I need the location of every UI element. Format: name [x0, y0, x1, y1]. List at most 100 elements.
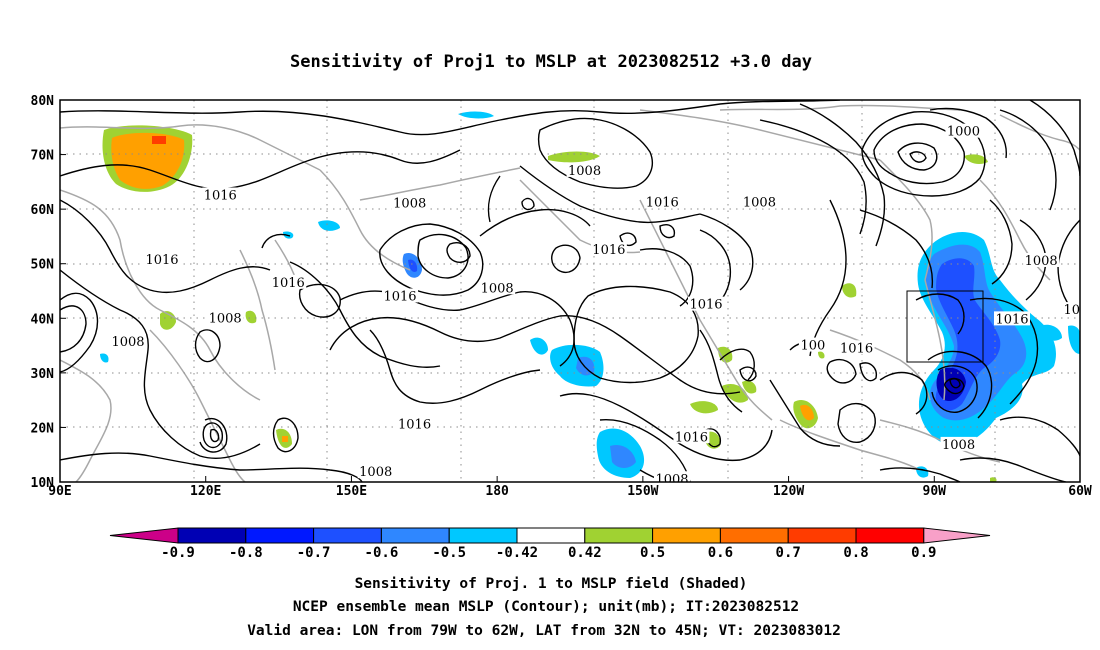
map-panel: 1016 1016 1016 1008 1008 1008 1008 1016 1008 1016… — [31, 94, 1096, 499]
contour-label: 1016 — [995, 312, 1028, 327]
shade-red-spot-siberia — [152, 136, 166, 144]
contour-label: 1016 — [840, 341, 873, 356]
lat-tick-label: 70N — [31, 149, 55, 164]
contour-label: 1016 — [145, 253, 178, 268]
shade-green-tiny — [818, 351, 825, 359]
colorbar-swatch — [787, 527, 857, 544]
contour-label-bg — [945, 123, 982, 138]
shade-green-small1 — [245, 310, 257, 324]
contour-labels: 1016 1016 1016 1008 1008 1008 1008 1016 1008 1016… — [110, 123, 1096, 487]
contour-label: 1016 — [204, 189, 237, 204]
contour-label: 1016 — [383, 289, 416, 304]
lon-tick-label: 180 — [485, 484, 509, 499]
contour-label-bg — [590, 242, 627, 257]
contour-label-bg — [994, 311, 1030, 326]
colorbar-label: -0.8 — [229, 545, 263, 561]
colorbar-swatch — [245, 527, 315, 544]
lon-tick-label: 90E — [48, 484, 71, 499]
shade-orange-siberia — [111, 132, 185, 189]
lat-tick-label: 60N — [31, 203, 55, 218]
shade-blue-pacific1 — [530, 337, 548, 355]
shade-green-canada — [964, 154, 988, 164]
colorbar-label: -0.5 — [432, 545, 466, 561]
contour-label-bg — [566, 162, 603, 177]
contour-label-bg — [396, 416, 433, 431]
lon-tick-label: 150E — [336, 484, 367, 499]
shade-green-gulf — [842, 283, 857, 298]
valid-area-box — [906, 290, 984, 363]
contour-label: 1000 — [947, 125, 980, 140]
contour-label: 1008 — [1025, 254, 1058, 269]
contour-label-bg — [357, 464, 394, 479]
contour-label: 1008 — [655, 472, 688, 487]
contour-label-bg — [1023, 252, 1060, 267]
contour-label-bg — [838, 340, 875, 355]
contour-label: 1008 — [359, 465, 392, 480]
contour-label: 1008 — [111, 335, 144, 350]
lon-tick-labels: 90E 120E 150E 180 150W 120W 90W 60W — [48, 476, 1092, 499]
colorbar-swatch — [313, 527, 382, 544]
colorbar-swatch — [380, 527, 450, 544]
contour-label-bg — [110, 333, 146, 348]
shade-green-mex3 — [742, 380, 757, 394]
caption-line-2: NCEP ensemble mean MSLP (Contour); unit(… — [293, 599, 799, 615]
caption-line-3: Valid area: LON from 79W to 62W, LAT fro… — [247, 623, 841, 639]
lon-tick-label: 120W — [773, 484, 804, 499]
contour-label: 1008 — [942, 438, 975, 453]
contour-label: 100 — [800, 339, 825, 354]
contour-label-bg — [741, 194, 778, 209]
colorbar-label: -0.7 — [297, 545, 331, 561]
shade-blue-bering — [458, 111, 494, 119]
lat-tick-label: 40N — [31, 312, 55, 327]
contour-label: 1016 — [646, 196, 679, 211]
colorbar-swatch — [855, 527, 925, 544]
colorbar-max-arrow — [923, 527, 991, 544]
lat-tick-label: 50N — [31, 258, 55, 273]
lat-tick-label: 30N — [31, 367, 55, 382]
colorbar-label: 0.7 — [776, 545, 801, 561]
shade-orange-taiwan — [282, 436, 288, 442]
contour-label-bg — [940, 436, 977, 451]
contour-label: 1016 — [689, 298, 722, 313]
shade-green-sw — [690, 401, 718, 414]
colorbar-label: 0.6 — [708, 545, 733, 561]
contour-label-bg — [144, 251, 180, 266]
colorbar-label: 0.9 — [911, 545, 936, 561]
lat-tick-label: 20N — [31, 421, 55, 436]
shade-blue-hawaii-core — [610, 444, 636, 468]
lon-tick-label: 150W — [627, 484, 658, 499]
colorbar: -0.9 -0.8 -0.7 -0.6 -0.5 -0.42 0.42 0.5 0.6 0.7 0.… — [109, 527, 991, 561]
contour-label-bg — [688, 296, 724, 311]
colorbar-label: -0.6 — [365, 545, 399, 561]
contour-label: 1016 — [1063, 303, 1096, 318]
contour-label: 1008 — [393, 197, 426, 212]
colorbar-swatch — [584, 527, 654, 544]
contour-label-bg — [391, 195, 428, 210]
colorbar-label: 0.5 — [640, 545, 665, 561]
contour-label: 1008 — [209, 311, 242, 326]
colorbar-label: -0.9 — [161, 545, 195, 561]
shade-blue-east-atlantic — [1040, 324, 1062, 341]
contour-label: 1008 — [568, 164, 601, 179]
contour-label-bg — [479, 280, 516, 295]
lat-tick-label: 80N — [31, 94, 55, 109]
shade-blue-aleutian-core — [408, 259, 418, 272]
contour-label: 1016 — [398, 418, 431, 433]
shade-blue-small-sw — [100, 353, 109, 363]
lon-tick-label: 120E — [190, 484, 221, 499]
lon-tick-label: 60W — [1068, 484, 1092, 499]
contour-label: 1016 — [272, 276, 305, 291]
contour-label: 1016 — [592, 243, 625, 258]
lat-tick-labels: 10N 20N 30N 40N 50N 60N 70N 80N — [31, 94, 66, 491]
contour-label-bg — [1062, 302, 1080, 317]
colorbar-swatch — [719, 527, 789, 544]
colorbar-label: 0.8 — [843, 545, 868, 561]
colorbar-swatch — [448, 527, 518, 544]
contour-label-bg — [207, 310, 244, 325]
contour-label-bg — [270, 274, 307, 289]
colorbar-label: 0.42 — [568, 545, 602, 561]
contour-label-bg — [798, 337, 827, 352]
colorbar-swatch — [652, 527, 721, 544]
shade-blue-far-east — [1068, 325, 1080, 354]
